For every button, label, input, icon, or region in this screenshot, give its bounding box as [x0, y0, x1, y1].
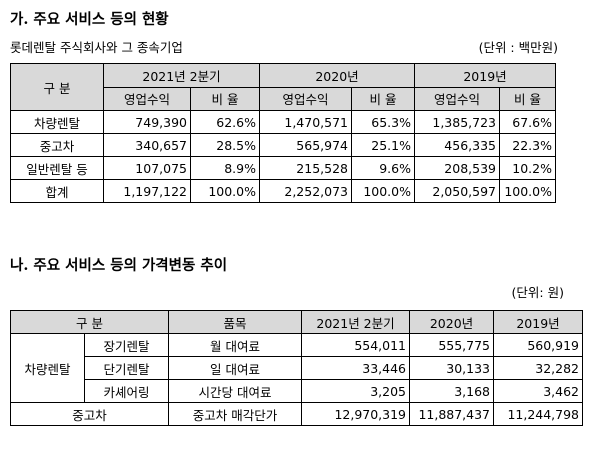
header-revenue: 영업수익	[103, 86, 191, 111]
cell-value: 565,974	[259, 133, 352, 157]
price-trend-table: 구 분 품목 2021년 2분기 2020년 2019년 차량렌탈 장기렌탈 월…	[9, 310, 584, 426]
cell-value: 1,470,571	[259, 110, 352, 134]
header-revenue: 영업수익	[414, 86, 500, 111]
group-label: 차량렌탈	[10, 333, 85, 403]
cell-value: 11,244,798	[493, 402, 584, 426]
cell-value: 22.3%	[499, 133, 556, 157]
cell-value: 2,252,073	[259, 179, 352, 203]
header-item: 품목	[168, 310, 303, 334]
cell-value: 33,446	[301, 356, 411, 380]
table-row: 중고차 340,657 28.5% 565,974 25.1% 456,335 …	[10, 133, 556, 157]
header-ratio: 비 율	[190, 86, 260, 111]
cell-value: 456,335	[414, 133, 500, 157]
cell-value: 555,775	[409, 333, 495, 357]
row-label: 중고차	[9, 402, 170, 426]
cell-value: 11,887,437	[409, 402, 495, 426]
header-period-2020: 2020년	[409, 310, 495, 334]
table-row: 일반렌탈 등 107,075 8.9% 215,528 9.6% 208,539…	[10, 156, 556, 180]
cell-value: 100.0%	[190, 179, 260, 203]
cell-value: 340,657	[103, 133, 191, 157]
item-label: 일 대여료	[168, 356, 303, 380]
cell-value: 100.0%	[351, 179, 415, 203]
cell-value: 28.5%	[190, 133, 260, 157]
header-revenue: 영업수익	[259, 86, 352, 111]
cell-value: 554,011	[301, 333, 411, 357]
header-period-2021q2: 2021년 2분기	[301, 310, 411, 334]
cell-value: 67.6%	[499, 110, 556, 134]
cell-value: 12,970,319	[301, 402, 411, 426]
sub-category: 카셰어링	[83, 379, 170, 403]
header-period-2020: 2020년	[259, 63, 415, 88]
cell-value: 215,528	[259, 156, 352, 180]
cell-value: 3,462	[493, 379, 584, 403]
section-a-unit: (단위 : 백만원)	[478, 40, 558, 55]
cell-value: 3,168	[409, 379, 495, 403]
cell-value: 1,385,723	[414, 110, 500, 134]
item-label: 중고차 매각단가	[168, 402, 303, 426]
row-label: 일반렌탈 등	[10, 156, 104, 180]
cell-value: 100.0%	[499, 179, 556, 203]
cell-value: 10.2%	[499, 156, 556, 180]
cell-value: 1,197,122	[103, 179, 191, 203]
header-ratio: 비 율	[351, 86, 415, 111]
cell-value: 107,075	[103, 156, 191, 180]
cell-value: 62.6%	[190, 110, 260, 134]
table-row: 카셰어링 시간당 대여료 3,205 3,168 3,462	[11, 379, 584, 403]
cell-value: 65.3%	[351, 110, 415, 134]
table-row: 단기렌탈 일 대여료 33,446 30,133 32,282	[11, 356, 584, 380]
header-category: 구 분	[10, 63, 104, 111]
header-period-2019: 2019년	[493, 310, 584, 334]
section-b-unit: (단위: 원)	[511, 285, 564, 300]
header-period-2019: 2019년	[414, 63, 556, 88]
table-row: 중고차 중고차 매각단가 12,970,319 11,887,437 11,24…	[9, 402, 584, 426]
cell-value: 8.9%	[190, 156, 260, 180]
item-label: 월 대여료	[168, 333, 303, 357]
header-period-2021q2: 2021년 2분기	[103, 63, 260, 88]
section-a-title: 가. 주요 서비스 등의 현황	[10, 11, 169, 28]
cell-value: 3,205	[301, 379, 411, 403]
services-status-table: 구 분 2021년 2분기 2020년 2019년 영업수익 비 율 영업수익 …	[10, 63, 556, 203]
total-row: 합계 1,197,122 100.0% 2,252,073 100.0% 2,0…	[10, 179, 556, 203]
cell-value: 749,390	[103, 110, 191, 134]
cell-value: 9.6%	[351, 156, 415, 180]
section-b-title: 나. 주요 서비스 등의 가격변동 추이	[10, 257, 228, 274]
table-row: 차량렌탈 749,390 62.6% 1,470,571 65.3% 1,385…	[10, 110, 556, 134]
section-a-subtitle: 롯데렌탈 주식회사와 그 종속기업	[10, 40, 183, 55]
sub-category: 단기렌탈	[83, 356, 170, 380]
table-row: 차량렌탈 장기렌탈 월 대여료 554,011 555,775 560,919	[10, 333, 584, 403]
sub-category: 장기렌탈	[83, 333, 170, 357]
row-label: 차량렌탈	[10, 110, 104, 134]
cell-value: 30,133	[409, 356, 495, 380]
header-ratio: 비 율	[499, 86, 556, 111]
cell-value: 208,539	[414, 156, 500, 180]
row-label: 중고차	[10, 133, 104, 157]
cell-value: 2,050,597	[414, 179, 500, 203]
header-category: 구 분	[9, 310, 170, 334]
item-label: 시간당 대여료	[168, 379, 303, 403]
row-label: 합계	[10, 179, 104, 203]
cell-value: 560,919	[493, 333, 584, 357]
cell-value: 32,282	[493, 356, 584, 380]
cell-value: 25.1%	[351, 133, 415, 157]
